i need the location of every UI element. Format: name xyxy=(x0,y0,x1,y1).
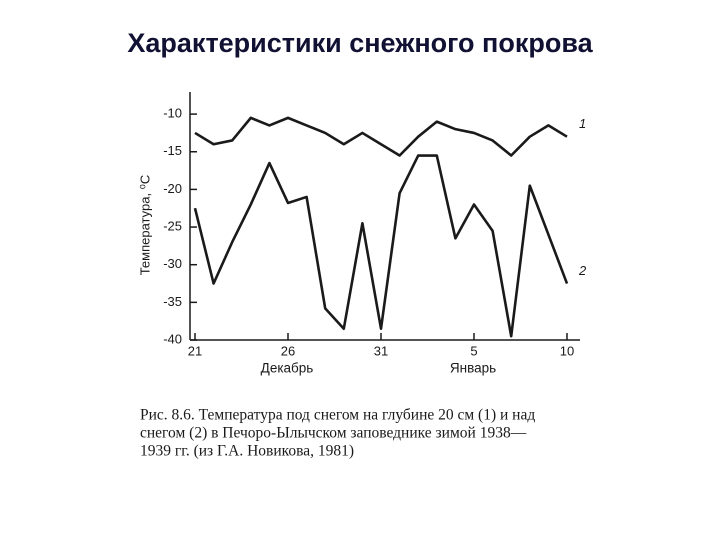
y-tick-label: -20 xyxy=(163,181,182,196)
y-tick-label: -35 xyxy=(163,294,182,309)
y-tick-label: -30 xyxy=(163,256,182,271)
x-tick-label: 26 xyxy=(281,343,295,358)
y-tick-label: -25 xyxy=(163,218,182,233)
slide-title: Характеристики снежного покрова xyxy=(127,28,593,58)
series-label: 1 xyxy=(579,116,586,131)
y-tick-label: -40 xyxy=(163,331,182,346)
y-tick-label: -10 xyxy=(163,106,182,121)
x-tick-label: 31 xyxy=(374,343,388,358)
x-tick-label: 21 xyxy=(188,343,202,358)
x-group-label: Декабрь xyxy=(261,361,314,376)
y-tick-label: -15 xyxy=(163,143,182,158)
x-tick-label: 5 xyxy=(470,343,477,358)
series-line xyxy=(193,154,569,338)
caption-line: снегом (2) в Печоро-Ылычском заповеднике… xyxy=(140,425,527,442)
caption-line: 1939 гг. (из Г.А. Новикова, 1981) xyxy=(140,443,354,460)
series-line xyxy=(194,116,568,157)
series-label: 2 xyxy=(578,263,587,278)
x-tick-label: 10 xyxy=(560,343,574,358)
y-axis-label: Температура, ⁰С xyxy=(137,175,152,276)
caption-line: Рис. 8.6. Температура под снегом на глуб… xyxy=(140,407,535,424)
x-group-label: Январь xyxy=(450,361,496,376)
